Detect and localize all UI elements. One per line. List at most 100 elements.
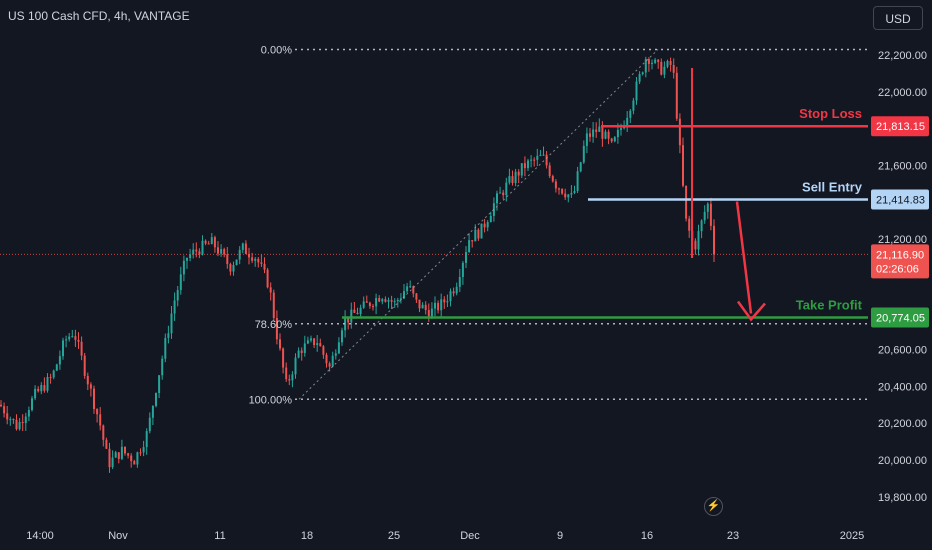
candle — [334, 349, 337, 360]
candle — [176, 285, 179, 307]
candle — [499, 186, 502, 194]
candle — [232, 261, 235, 276]
candle — [480, 223, 483, 239]
candle-body — [201, 240, 204, 255]
candle — [399, 293, 402, 304]
candle — [446, 294, 449, 308]
price-axis[interactable]: 22,200.00 22,000.00 21,600.00 21,200.00 20,6… — [871, 50, 929, 504]
candle-body — [508, 176, 511, 183]
candle — [18, 418, 21, 431]
candle-body — [666, 60, 669, 67]
candle — [595, 122, 598, 138]
candle — [102, 424, 105, 447]
candle-body — [579, 162, 582, 172]
currency-button[interactable]: USD — [873, 6, 923, 30]
candle-body — [412, 286, 415, 294]
candle — [421, 302, 424, 309]
candle — [235, 259, 238, 266]
candle — [207, 240, 210, 245]
candle-body — [424, 304, 427, 310]
current-price-label: 21,116.90 — [876, 249, 924, 261]
candle-body — [232, 264, 235, 272]
candle — [145, 428, 148, 455]
time-tick-label: 11 — [214, 530, 225, 542]
candle — [120, 439, 123, 461]
candle-body — [592, 129, 595, 137]
candle-body — [551, 176, 554, 182]
time-tick-label: 16 — [641, 530, 653, 542]
candle-body — [167, 333, 170, 338]
candle — [393, 298, 396, 308]
candle — [368, 301, 371, 309]
candle-body — [703, 211, 706, 221]
time-axis[interactable]: 14:00 Nov 11 18 25 Dec 9 16 23 2025 — [26, 530, 864, 542]
fib-level-label: 100.00% — [249, 394, 293, 406]
candle-body — [598, 126, 601, 132]
candle-body — [133, 461, 136, 465]
candle — [158, 374, 161, 398]
time-tick-label: 2025 — [840, 530, 864, 542]
candle — [344, 310, 347, 338]
lightning-icon[interactable]: ⚡ — [704, 497, 723, 516]
candle — [322, 344, 325, 359]
candle — [502, 189, 505, 200]
candle — [626, 111, 629, 133]
candle-body — [241, 243, 244, 250]
time-tick-label: Dec — [460, 530, 480, 542]
candle-body — [672, 64, 675, 73]
candle — [49, 373, 52, 384]
candle — [260, 254, 263, 268]
candle-body — [502, 192, 505, 196]
candle-body — [189, 254, 192, 259]
candle — [201, 235, 204, 256]
candle-body — [334, 353, 337, 356]
candle — [496, 190, 498, 211]
candle-body — [480, 223, 483, 239]
candle-body — [155, 393, 157, 406]
candle — [62, 337, 64, 360]
candle-body — [635, 81, 638, 101]
candle — [105, 437, 108, 449]
candle — [675, 66, 678, 121]
candle-body — [192, 249, 195, 255]
candle — [709, 197, 712, 231]
candle-body — [244, 243, 247, 254]
candle — [127, 452, 130, 459]
candle-body — [319, 343, 322, 347]
candle-body — [440, 299, 443, 311]
candle — [427, 303, 430, 322]
candle-body — [458, 277, 461, 287]
price-badge-label: 20,774.05 — [876, 313, 925, 325]
candle-body — [43, 385, 46, 391]
candle — [31, 395, 33, 412]
candle-body — [393, 301, 396, 303]
candle — [685, 185, 688, 222]
candle — [288, 374, 291, 386]
candle-body — [554, 181, 557, 189]
candle — [629, 109, 632, 123]
candle-body — [474, 229, 477, 242]
candle-body — [533, 159, 536, 161]
candle-body — [558, 188, 560, 190]
candle-body — [55, 364, 58, 371]
candle — [161, 355, 164, 380]
candle-body — [58, 356, 61, 365]
candle-body — [279, 339, 281, 349]
candle-body — [418, 299, 421, 309]
candle-body — [89, 384, 92, 389]
candle-body — [505, 182, 508, 196]
candle-body — [260, 262, 263, 264]
candle-body — [520, 163, 523, 176]
candle — [390, 295, 393, 310]
candle — [189, 248, 192, 262]
candle — [99, 407, 102, 431]
candle — [74, 329, 77, 347]
candle-body — [545, 154, 548, 166]
candle — [353, 302, 356, 314]
candle-body — [300, 350, 303, 353]
candle-body — [217, 247, 219, 254]
candle — [130, 453, 133, 468]
candle — [86, 372, 89, 391]
candle — [564, 188, 567, 201]
